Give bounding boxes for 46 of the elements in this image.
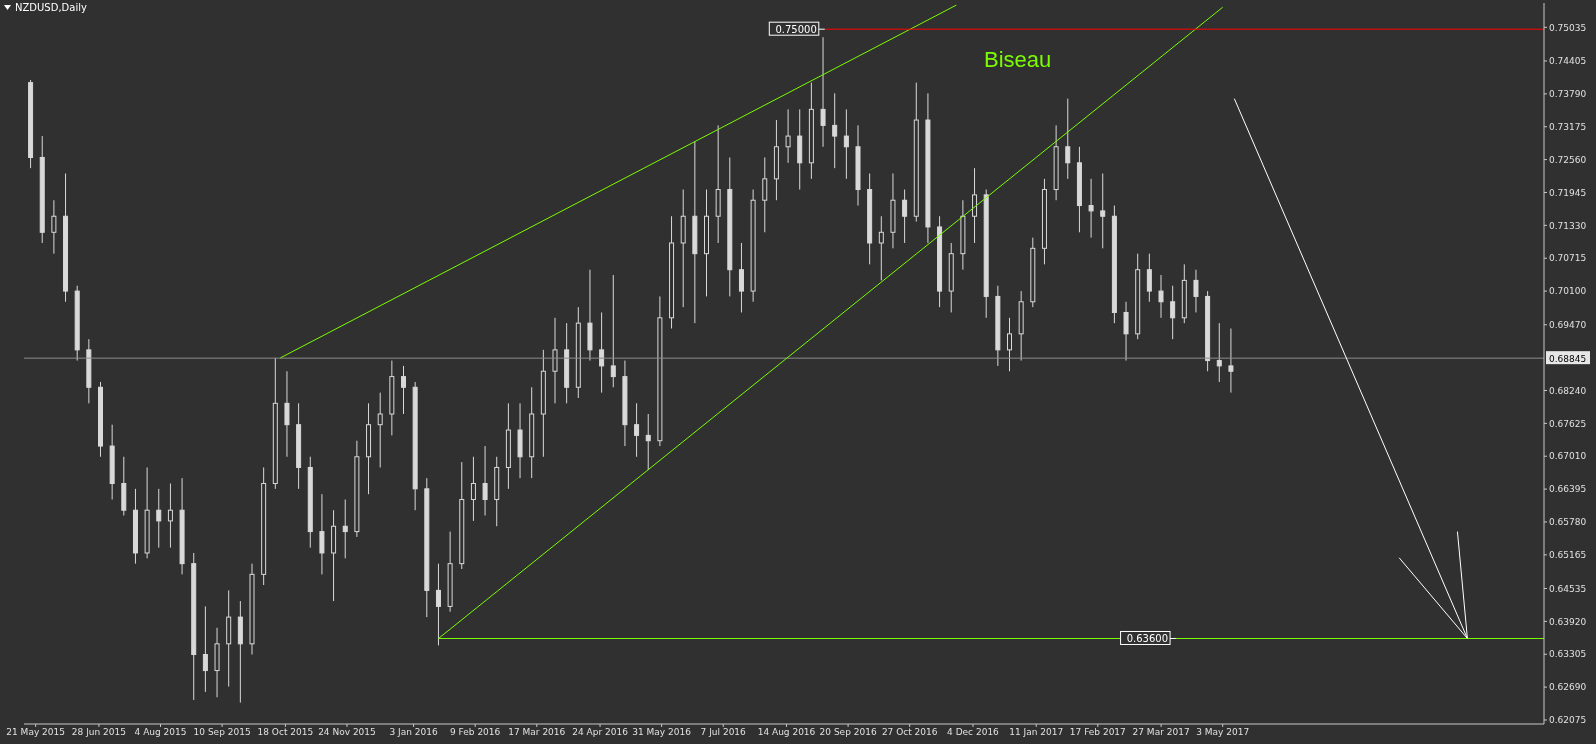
x-tick-label: 17 Feb 2017 xyxy=(1069,727,1126,738)
y-tick-label: 0.71330 xyxy=(1549,220,1587,231)
y-tick-label: 0.69470 xyxy=(1549,319,1587,330)
y-tick-label: 0.73790 xyxy=(1549,89,1587,100)
x-tick-label: 24 Apr 2016 xyxy=(572,727,629,738)
x-tick-label: 17 Mar 2016 xyxy=(508,727,566,738)
chart-title: NZDUSD,Daily xyxy=(15,2,87,13)
x-tick-label: 7 Jul 2016 xyxy=(700,727,747,738)
y-tick-label: 0.67010 xyxy=(1549,451,1587,462)
x-tick-label: 20 Sep 2016 xyxy=(819,727,877,738)
x-tick-label: 10 Sep 2015 xyxy=(193,727,251,738)
x-tick-label: 4 Dec 2016 xyxy=(947,727,1000,738)
y-tick-label: 0.73175 xyxy=(1549,121,1587,132)
annotation: Biseau xyxy=(984,47,1052,73)
x-tick-label: 4 Aug 2015 xyxy=(134,727,187,738)
x-tick-label: 24 Nov 2015 xyxy=(318,727,376,738)
y-tick-label: 0.74405 xyxy=(1549,56,1587,67)
y-tick-label: 0.63305 xyxy=(1549,649,1587,660)
y-tick-label: 0.62075 xyxy=(1549,715,1587,726)
y-tick-label: 0.71945 xyxy=(1549,187,1587,198)
x-tick-label: 14 Aug 2016 xyxy=(757,727,816,738)
y-tick-label: 0.65165 xyxy=(1549,550,1587,561)
y-tick-label: 0.62690 xyxy=(1549,682,1587,693)
x-tick-label: 21 May 2015 xyxy=(6,727,65,738)
x-tick-label: 27 Oct 2016 xyxy=(881,727,938,738)
x-tick-label: 31 May 2016 xyxy=(632,727,692,738)
x-tick-label: 27 Mar 2017 xyxy=(1132,727,1190,738)
annotation: 0.63600 xyxy=(1126,633,1169,645)
y-tick-label: 0.65780 xyxy=(1549,517,1587,528)
x-tick-label: 3 May 2017 xyxy=(1196,727,1250,738)
y-tick-label: 0.70100 xyxy=(1549,286,1587,297)
y-tick-label: 0.70715 xyxy=(1549,253,1587,264)
x-tick-label: 11 Jan 2017 xyxy=(1009,727,1064,738)
annotation: 0.75000 xyxy=(775,24,817,36)
y-tick-label: 0.72560 xyxy=(1549,154,1587,165)
y-tick-label: 0.64535 xyxy=(1549,583,1587,594)
y-tick-label: 0.66395 xyxy=(1549,484,1587,495)
y-tick-label: 0.63920 xyxy=(1549,616,1587,627)
y-tick-label: 0.75035 xyxy=(1549,22,1587,33)
y-tick-label: 0.67625 xyxy=(1549,418,1587,429)
x-tick-label: 18 Oct 2015 xyxy=(257,727,314,738)
x-tick-label: 9 Feb 2016 xyxy=(450,727,501,738)
y-tick-label: 0.68240 xyxy=(1549,385,1587,396)
x-tick-label: 3 Jan 2016 xyxy=(389,727,438,738)
ref-line-label: 0.68845 xyxy=(1549,354,1587,365)
x-tick-label: 28 Jun 2015 xyxy=(71,727,126,738)
